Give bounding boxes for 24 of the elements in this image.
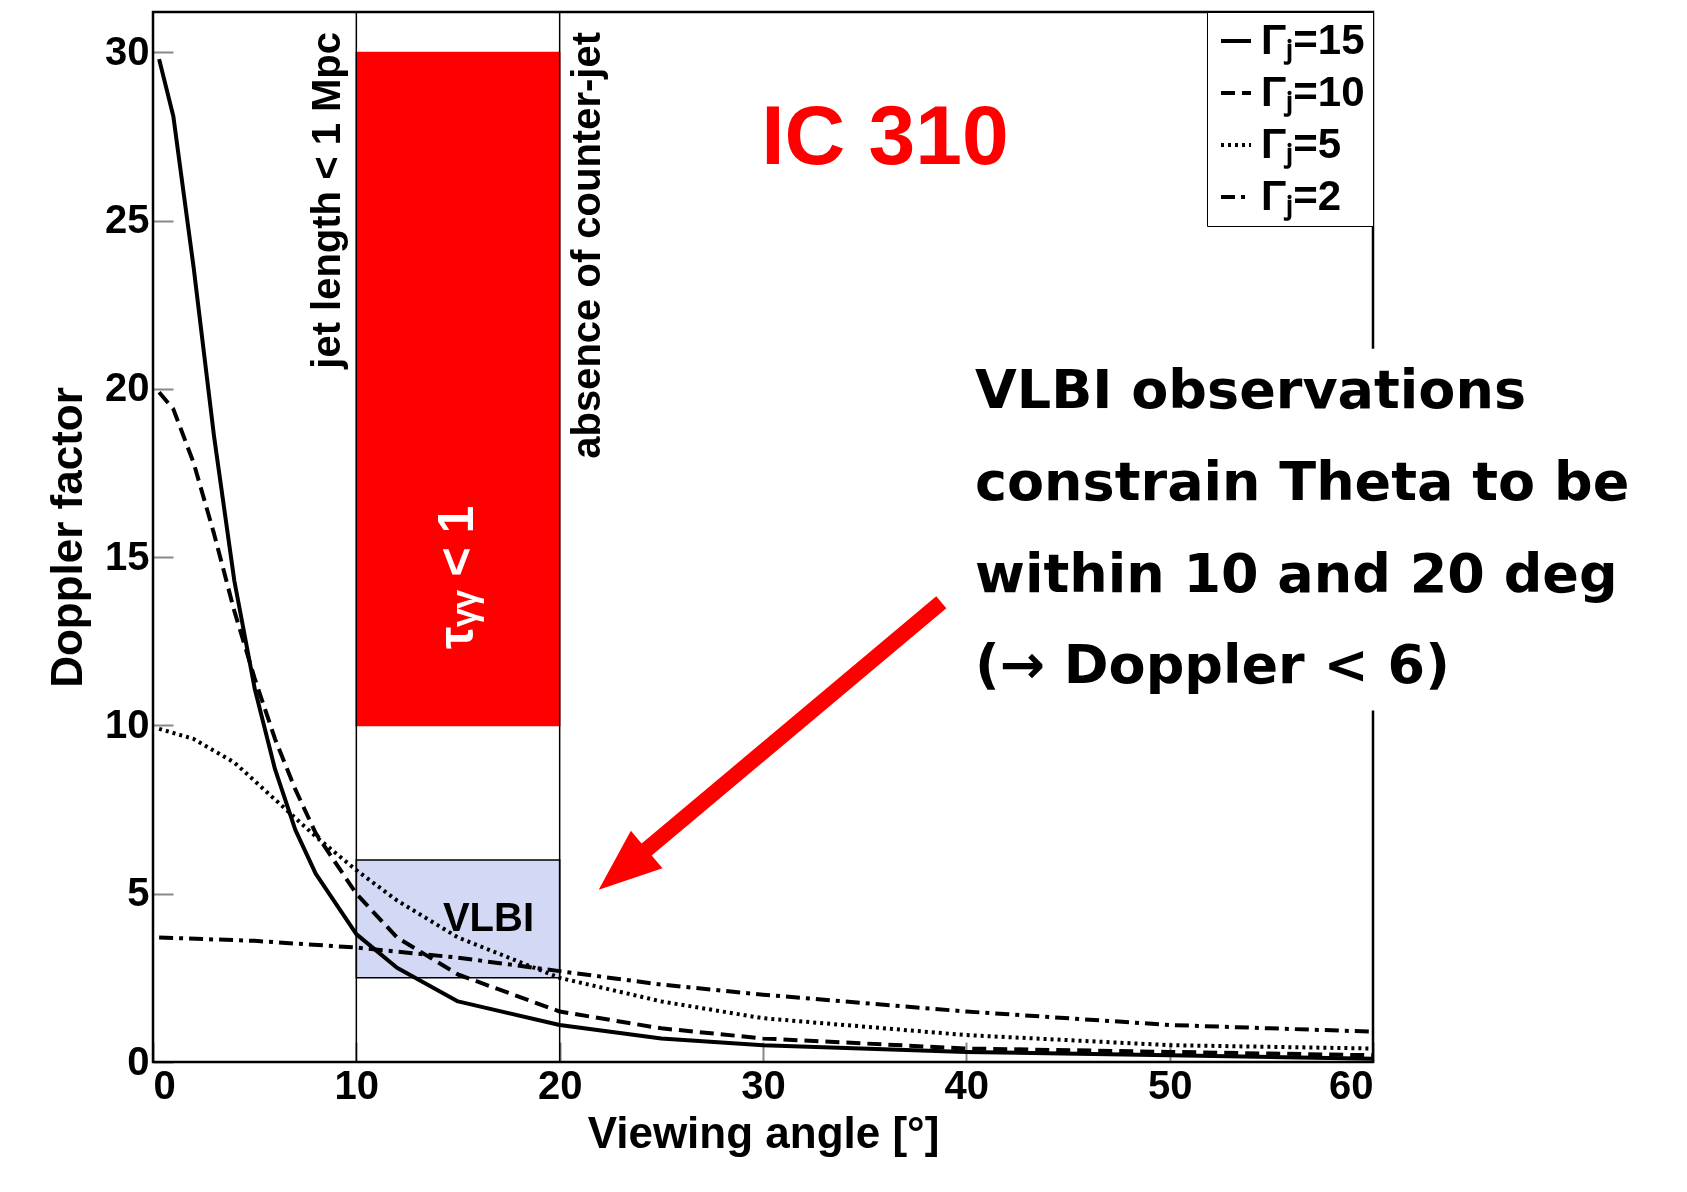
ref-line-label: jet length < 1 Mpc (304, 32, 349, 370)
band-label: τᵧᵧ < 1 (428, 505, 484, 650)
annotation: IC 310 (761, 88, 1009, 182)
y-tick-label: 30 (105, 28, 150, 73)
x-tick-label: 50 (1147, 1062, 1193, 1107)
y-tick-label: 15 (105, 533, 150, 578)
legend-label: Γⱼ=15 (1261, 16, 1365, 65)
x-axis-title: Viewing angle [°] (587, 1107, 940, 1157)
y-axis-title: Doppler factor (42, 387, 92, 688)
x-tick-label: 60 (1329, 1062, 1374, 1107)
y-tick-label: 10 (105, 701, 150, 746)
annotation: VLBI observations constrain Theta to be within 10 and 20 deg (→ Doppler < 6) (975, 358, 1630, 697)
x-tick-label: 40 (944, 1062, 990, 1107)
x-tick-label: 30 (741, 1062, 786, 1107)
band-label: VLBI (442, 894, 535, 939)
y-tick-label: 25 (105, 197, 150, 242)
x-tick-label: 20 (537, 1062, 583, 1107)
legend-label: Γⱼ=10 (1261, 68, 1365, 117)
x-tick-label: 10 (334, 1062, 380, 1107)
legend-label: Γⱼ=2 (1261, 172, 1342, 221)
y-tick-label: 5 (127, 870, 150, 915)
y-tick-label: 20 (105, 365, 150, 410)
legend-label: Γⱼ=5 (1261, 120, 1342, 169)
ref-line-label: absence of counter-jet (563, 32, 608, 459)
